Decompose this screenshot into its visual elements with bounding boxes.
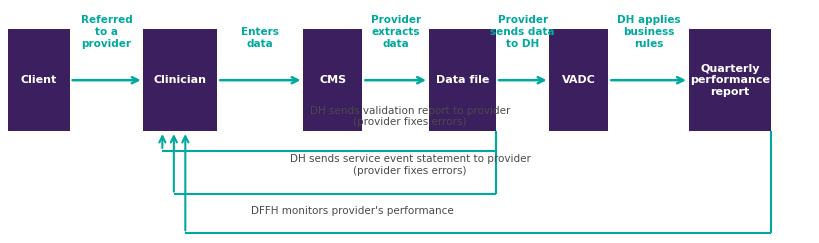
- Text: Enters
data: Enters data: [241, 27, 279, 49]
- FancyBboxPatch shape: [428, 29, 495, 131]
- Text: DH applies
business
rules: DH applies business rules: [616, 15, 680, 49]
- FancyBboxPatch shape: [143, 29, 217, 131]
- FancyBboxPatch shape: [688, 29, 770, 131]
- Text: Clinician: Clinician: [154, 75, 206, 85]
- Text: Provider
sends data
to DH: Provider sends data to DH: [490, 15, 554, 49]
- FancyBboxPatch shape: [549, 29, 608, 131]
- Text: DH sends validation report to provider
(provider fixes errors): DH sends validation report to provider (…: [310, 106, 509, 127]
- Text: Data file: Data file: [435, 75, 489, 85]
- Text: CMS: CMS: [319, 75, 346, 85]
- Text: Quarterly
performance
report: Quarterly performance report: [689, 64, 769, 97]
- Text: DFFH monitors provider's performance: DFFH monitors provider's performance: [251, 206, 454, 217]
- FancyBboxPatch shape: [303, 29, 362, 131]
- Text: Referred
to a
provider: Referred to a provider: [80, 15, 133, 49]
- FancyBboxPatch shape: [8, 29, 70, 131]
- Text: VADC: VADC: [561, 75, 595, 85]
- Text: Provider
extracts
data: Provider extracts data: [370, 15, 420, 49]
- Text: Client: Client: [20, 75, 57, 85]
- Text: DH sends service event statement to provider
(provider fixes errors): DH sends service event statement to prov…: [289, 155, 530, 176]
